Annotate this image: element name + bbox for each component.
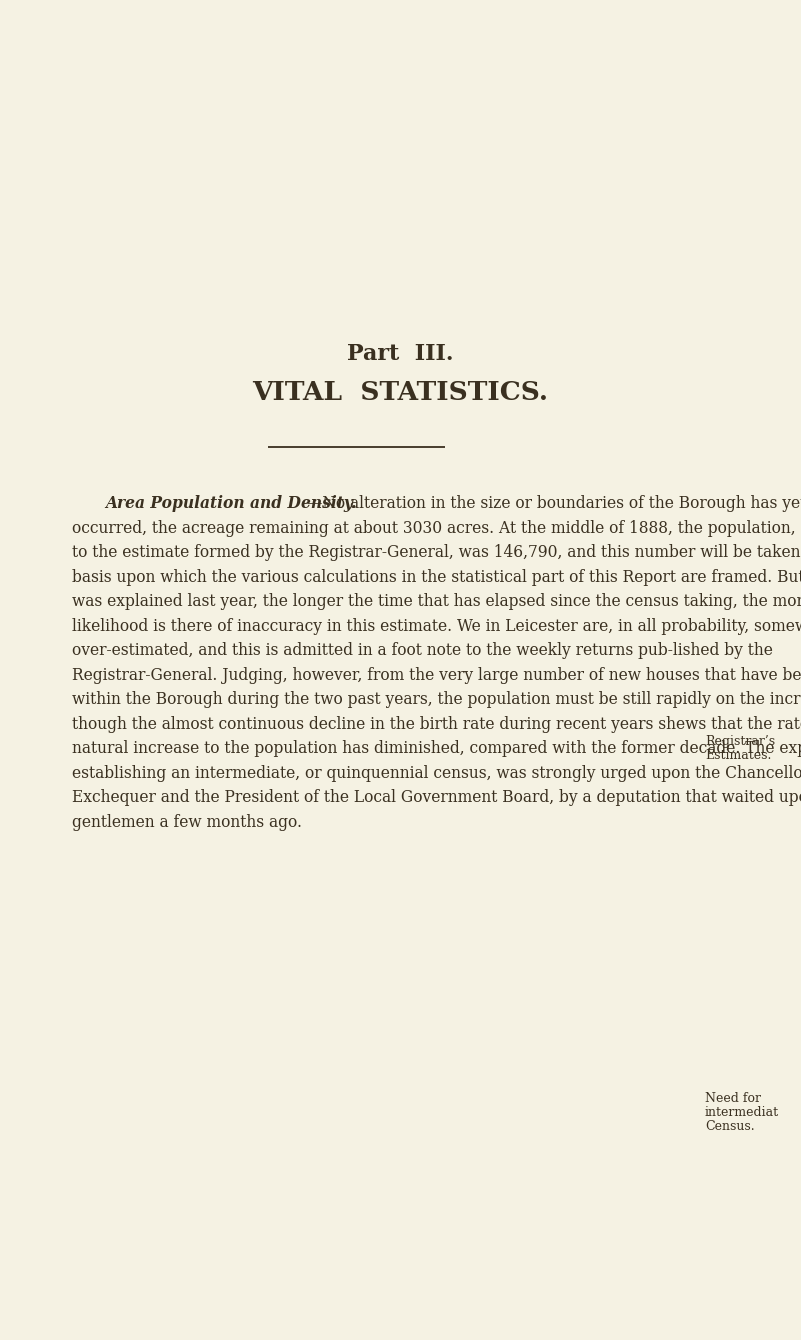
Text: Estimates.: Estimates. (705, 749, 771, 762)
Text: Part  III.: Part III. (348, 343, 453, 364)
Text: Registrar’s: Registrar’s (705, 736, 775, 748)
Text: gentlemen a few months ago.: gentlemen a few months ago. (72, 813, 302, 831)
Text: natural increase to the population has diminished, compared with the former deca: natural increase to the population has d… (72, 740, 801, 757)
Text: VITAL  STATISTICS.: VITAL STATISTICS. (252, 381, 549, 405)
Text: intermediat: intermediat (705, 1106, 779, 1119)
Text: basis upon which the various calculations in the statistical part of this Report: basis upon which the various calculation… (72, 568, 801, 586)
Text: —No alteration in the size or boundaries of the Borough has yet: —No alteration in the size or boundaries… (307, 494, 801, 512)
Text: Exchequer and the President of the Local Government Board, by a deputation that : Exchequer and the President of the Local… (72, 789, 801, 805)
Text: likelihood is there of inaccuracy in this estimate. We in Leicester are, in all : likelihood is there of inaccuracy in thi… (72, 618, 801, 635)
Text: though the almost continuous decline in the birth rate during recent years shews: though the almost continuous decline in … (72, 716, 801, 733)
Text: was explained last year, the longer the time that has elapsed since the census t: was explained last year, the longer the … (72, 594, 801, 610)
Text: Census.: Census. (705, 1120, 755, 1134)
Text: Registrar-General. Judging, however, from the very large number of new houses th: Registrar-General. Judging, however, fro… (72, 666, 801, 683)
Text: establishing an intermediate, or quinquennial census, was strongly urged upon th: establishing an intermediate, or quinque… (72, 765, 801, 781)
Text: Area Population and Density.: Area Population and Density. (105, 494, 356, 512)
Text: Need for: Need for (705, 1092, 761, 1106)
Text: to the estimate formed by the Registrar-General, was 146,790, and this number wi: to the estimate formed by the Registrar-… (72, 544, 801, 561)
Text: over-estimated, and this is admitted in a foot note to the weekly returns pub­li: over-estimated, and this is admitted in … (72, 642, 773, 659)
Text: occurred, the acreage remaining at about 3030 acres. At the middle of 1888, the : occurred, the acreage remaining at about… (72, 520, 801, 536)
Text: within the Borough during the two past years, the population must be still rapid: within the Borough during the two past y… (72, 691, 801, 708)
